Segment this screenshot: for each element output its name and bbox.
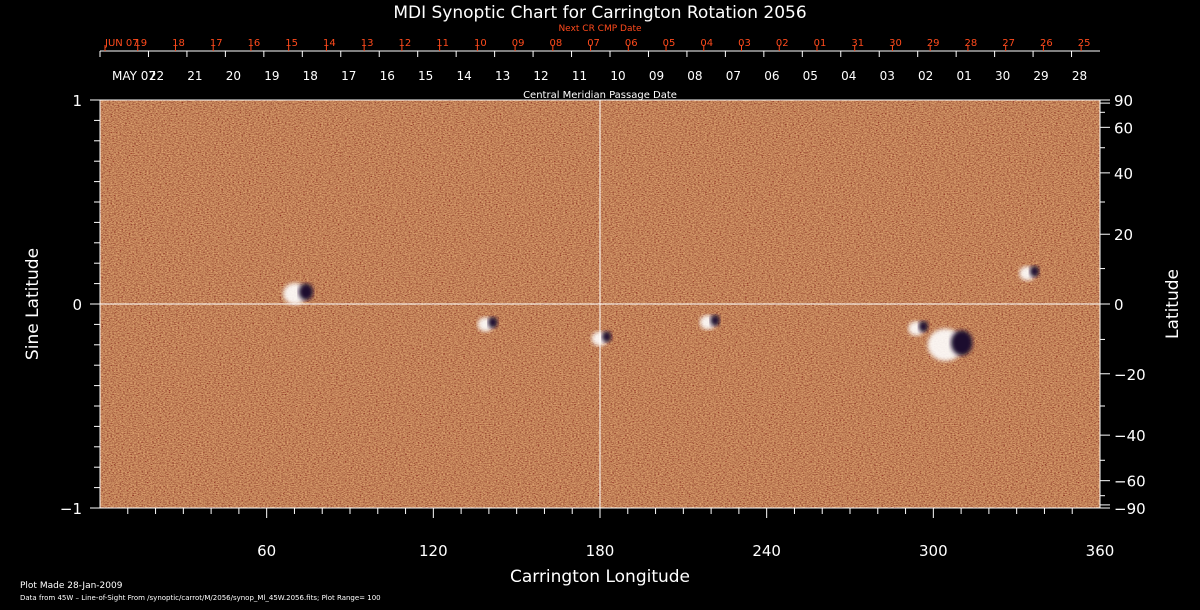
cmp-date: 29 bbox=[1033, 69, 1048, 83]
cmp-date: 04 bbox=[841, 69, 856, 83]
cmp-date: 18 bbox=[303, 69, 318, 83]
next-cr-date: 31 bbox=[851, 38, 864, 49]
next-cr-date: 11 bbox=[436, 38, 449, 49]
negative-polarity-patch bbox=[1029, 265, 1040, 277]
active-regions bbox=[283, 265, 1040, 361]
next-cr-date: 12 bbox=[399, 38, 412, 49]
cmp-date: 06 bbox=[764, 69, 779, 83]
cmp-date: 20 bbox=[226, 69, 241, 83]
next-cr-date: 16 bbox=[248, 38, 261, 49]
next-cr-date: 14 bbox=[323, 38, 336, 49]
next-cr-date: 02 bbox=[776, 38, 789, 49]
y-axis-right-label: Latitude bbox=[1163, 269, 1183, 339]
next-cr-date: 19 bbox=[134, 38, 147, 49]
x-tick-label: 240 bbox=[752, 542, 781, 560]
next-cr-date: 30 bbox=[889, 38, 902, 49]
cmp-axis-label: Central Meridian Passage Date bbox=[523, 90, 677, 101]
y-right-tick-label: 60 bbox=[1114, 119, 1133, 137]
data-source-note: Data from 45W – Line-of-Sight From /syno… bbox=[20, 594, 381, 602]
next-cr-date: 08 bbox=[549, 38, 562, 49]
x-tick-label: 120 bbox=[419, 542, 448, 560]
negative-polarity-patch bbox=[710, 314, 720, 326]
cmp-date: 03 bbox=[880, 69, 895, 83]
y-axis-left-label: Sine Latitude bbox=[23, 248, 43, 360]
next-cr-label: Next CR CMP Date bbox=[558, 24, 642, 34]
cmp-date: MAY 07 bbox=[112, 69, 156, 83]
y-left-tick-label: 1 bbox=[72, 92, 82, 110]
next-cr-date: 10 bbox=[474, 38, 487, 49]
negative-polarity-patch bbox=[950, 330, 973, 356]
cmp-date: 17 bbox=[341, 69, 356, 83]
y-right-tick-label: −60 bbox=[1114, 473, 1146, 491]
x-tick-label: 360 bbox=[1086, 542, 1115, 560]
cmp-date: 28 bbox=[1072, 69, 1087, 83]
next-cr-date: 26 bbox=[1040, 38, 1053, 49]
negative-polarity-patch bbox=[488, 316, 498, 328]
cmp-date: 08 bbox=[687, 69, 702, 83]
cmp-date: 14 bbox=[457, 69, 472, 83]
x-tick-label: 60 bbox=[257, 542, 276, 560]
cmp-date: 10 bbox=[610, 69, 625, 83]
next-cr-date: 29 bbox=[927, 38, 940, 49]
next-cr-date: 01 bbox=[814, 38, 827, 49]
next-cr-date: 15 bbox=[285, 38, 298, 49]
y-right-tick-label: 40 bbox=[1114, 165, 1133, 183]
cmp-date: 22 bbox=[149, 69, 164, 83]
cmp-date: 11 bbox=[572, 69, 587, 83]
y-right-tick-label: 20 bbox=[1114, 226, 1133, 244]
cmp-date: 02 bbox=[918, 69, 933, 83]
negative-polarity-patch bbox=[298, 283, 314, 301]
next-cr-date: 03 bbox=[738, 38, 751, 49]
next-cr-date: 17 bbox=[210, 38, 223, 49]
cmp-date: 21 bbox=[187, 69, 202, 83]
x-tick-label: 300 bbox=[919, 542, 948, 560]
y-right-tick-label: −90 bbox=[1114, 500, 1146, 518]
chart-title: MDI Synoptic Chart for Carrington Rotati… bbox=[393, 3, 806, 23]
cmp-date: 19 bbox=[264, 69, 279, 83]
cmp-date: 07 bbox=[726, 69, 741, 83]
next-cr-date: 06 bbox=[625, 38, 638, 49]
next-cr-date: 28 bbox=[965, 38, 978, 49]
negative-polarity-patch bbox=[918, 320, 929, 333]
next-cr-date: 07 bbox=[587, 38, 600, 49]
cmp-date: 09 bbox=[649, 69, 664, 83]
negative-polarity-patch bbox=[601, 331, 612, 343]
x-axis: 60 120 180 240 300 360 bbox=[127, 508, 1115, 560]
crosshair bbox=[100, 100, 1100, 508]
y-left-tick-label: −1 bbox=[60, 500, 82, 518]
y-left-tick-label: 0 bbox=[72, 296, 82, 314]
next-cr-date: 13 bbox=[361, 38, 374, 49]
y-right-tick-label: 90 bbox=[1114, 92, 1133, 110]
cmp-date: 13 bbox=[495, 69, 510, 83]
y-right-tick-label: −20 bbox=[1114, 366, 1146, 384]
cmp-date: 12 bbox=[533, 69, 548, 83]
next-cr-date: 05 bbox=[663, 38, 676, 49]
cmp-date: 30 bbox=[995, 69, 1010, 83]
next-cr-date: 04 bbox=[700, 38, 713, 49]
cmp-date: 16 bbox=[380, 69, 395, 83]
cmp-date: 01 bbox=[957, 69, 972, 83]
y-axis-right: 90 60 40 20 0 −20 −40 −60 −90 bbox=[1100, 92, 1146, 518]
next-cr-date: 18 bbox=[172, 38, 185, 49]
next-cr-date: 27 bbox=[1002, 38, 1015, 49]
next-cr-date: 09 bbox=[512, 38, 525, 49]
y-axis-left: 1 0 −1 bbox=[60, 92, 100, 518]
y-right-tick-label: 0 bbox=[1114, 296, 1124, 314]
x-axis-label: Carrington Longitude bbox=[510, 567, 690, 587]
y-right-tick-label: −40 bbox=[1114, 427, 1146, 445]
plot-made-note: Plot Made 28-Jan-2009 bbox=[20, 581, 123, 591]
x-tick-label: 180 bbox=[586, 542, 615, 560]
cmp-date: 15 bbox=[418, 69, 433, 83]
cmp-date: 05 bbox=[803, 69, 818, 83]
next-cr-date: JUN 07 bbox=[104, 38, 139, 49]
next-cr-date: 25 bbox=[1078, 38, 1091, 49]
